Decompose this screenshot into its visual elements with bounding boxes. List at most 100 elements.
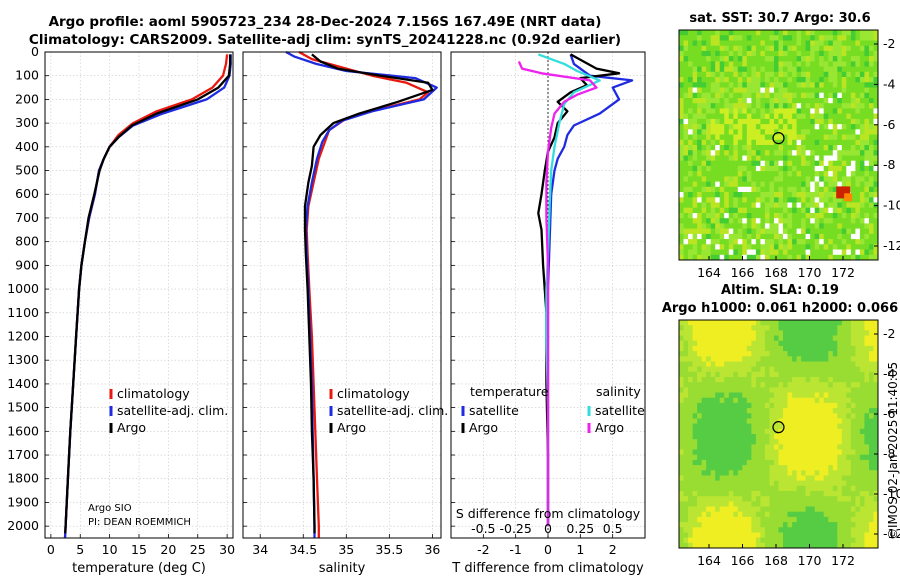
sla-cell: [715, 345, 721, 352]
sla-cell: [819, 511, 825, 518]
sla-cell: [755, 444, 761, 451]
sst-cell: [801, 50, 807, 57]
sst-cell: [719, 61, 725, 68]
sla-cell: [810, 491, 816, 497]
sst-ytick-label: -8: [883, 157, 896, 172]
sst-cell: [737, 30, 743, 36]
differences-xtick-label: 0: [544, 542, 552, 557]
sst-cell: [719, 118, 725, 125]
sla-cell: [724, 449, 730, 456]
sla-cell: [719, 377, 725, 383]
sst-cell: [683, 228, 689, 235]
sst-cell: [755, 171, 761, 177]
sst-cell: [778, 145, 784, 151]
sst-cell: [719, 165, 725, 172]
sst-cell: [706, 244, 712, 250]
sla-cell: [692, 439, 698, 445]
sla-cell: [805, 527, 811, 533]
sst-cell: [724, 56, 730, 62]
sst-cell: [692, 254, 698, 261]
sla-cell: [796, 496, 802, 502]
sla-cell: [855, 345, 861, 352]
sst-cell: [814, 118, 820, 125]
sla-cell: [764, 366, 770, 373]
sst-cell: [755, 160, 761, 167]
sst-cell: [746, 239, 752, 245]
sla-cell: [814, 459, 820, 466]
sla-cell: [679, 335, 684, 342]
sla-cell: [810, 397, 816, 404]
sst-cell: [837, 249, 843, 256]
differences-xtick-label: -1: [509, 542, 521, 557]
sla-cell: [810, 449, 816, 456]
sla-cell: [850, 501, 856, 508]
sst-cell: [846, 50, 852, 57]
differences-xtick-label: 1: [576, 542, 584, 557]
sst-cell: [697, 218, 703, 224]
sst-cell: [792, 197, 798, 203]
sst-cell: [760, 98, 766, 104]
sla-cell: [796, 387, 802, 394]
sst-cell: [796, 218, 802, 224]
sst-cell: [837, 82, 843, 88]
sst-cell: [805, 244, 811, 250]
sla-cell: [841, 449, 847, 456]
sst-cell: [746, 197, 752, 203]
sla-cell: [746, 454, 752, 461]
sst-cell: [715, 213, 721, 219]
sla-cell: [697, 537, 703, 544]
sla-cell: [810, 377, 816, 383]
sla-cell: [692, 418, 698, 425]
sst-cell: [864, 66, 870, 73]
sla-cell: [850, 439, 856, 445]
sst-cell: [846, 139, 852, 146]
sst-cell: [828, 160, 834, 167]
sst-cell: [783, 71, 788, 78]
sla-cell: [792, 377, 798, 383]
sla-cell: [679, 465, 684, 471]
sst-cell: [801, 213, 807, 219]
sst-cell: [755, 129, 761, 135]
sla-cell: [859, 496, 865, 502]
sla-cell: [692, 480, 698, 487]
sla-cell: [837, 522, 843, 528]
sst-cell: [728, 207, 734, 214]
sst-cell: [783, 165, 788, 172]
sla-cell: [823, 340, 829, 347]
sla-cell: [864, 542, 870, 549]
sst-cell: [755, 223, 761, 230]
sst-cell: [778, 113, 784, 120]
sst-cell: [679, 176, 684, 183]
sst-cell: [692, 192, 698, 198]
sst-cell: [828, 228, 834, 235]
sla-cell: [755, 527, 761, 533]
sla-cell: [728, 444, 734, 451]
sst-cell: [801, 197, 807, 203]
sst-cell: [832, 202, 838, 209]
sst-cell: [755, 186, 761, 193]
sst-cell: [742, 223, 748, 230]
sst-cell: [841, 213, 847, 219]
sla-cell: [764, 325, 770, 331]
sla-cell: [841, 413, 847, 419]
sst-cell: [841, 30, 847, 36]
sla-cell: [742, 377, 748, 383]
sla-cell: [823, 351, 829, 357]
sst-cell: [701, 171, 707, 177]
sla-cell: [755, 377, 761, 383]
sla-cell: [746, 491, 752, 497]
sla-cell: [728, 459, 734, 466]
sla-cell: [769, 496, 775, 502]
sla-cell: [778, 345, 784, 352]
sst-cell: [742, 145, 748, 151]
sst-cell: [719, 66, 725, 73]
sst-cell: [710, 160, 716, 167]
sla-cell: [846, 449, 852, 456]
sla-cell: [828, 542, 834, 549]
sst-cell: [796, 150, 802, 156]
sla-cell: [755, 428, 761, 435]
sla-cell: [828, 335, 834, 342]
sst-cell: [683, 155, 689, 162]
sst-cell: [755, 71, 761, 78]
sla-cell: [710, 434, 716, 440]
